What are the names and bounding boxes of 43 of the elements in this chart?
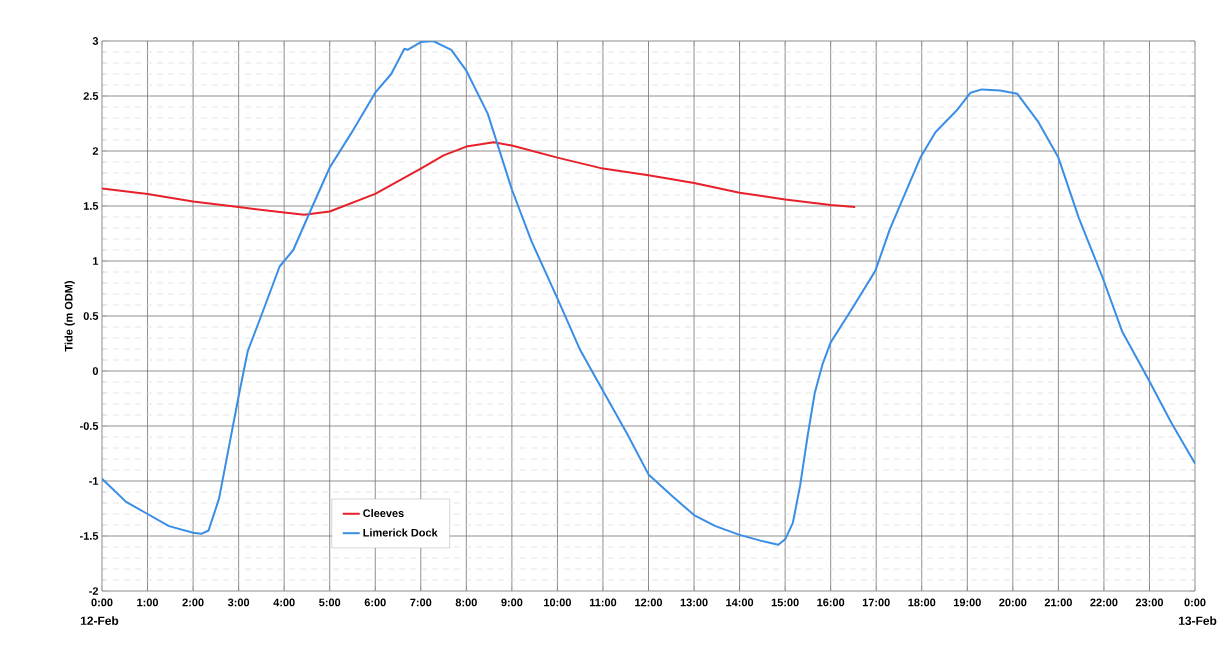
y-tick-label: 1 — [93, 257, 99, 265]
y-tick-label: 0 — [92, 367, 99, 375]
y-tick-label: 3 — [92, 37, 99, 45]
line-series — [102, 41, 1196, 546]
x-tick-label: 12:00 — [635, 598, 663, 607]
y-tick-label: 2.5 — [83, 92, 99, 100]
legend-label: Limerick Dock — [363, 528, 438, 537]
y-tick-label: -1 — [89, 477, 99, 485]
x-tick-label: 20:00 — [999, 598, 1027, 607]
x-tick-label: 0:00 — [91, 598, 113, 607]
x-tick-label: 22:00 — [1090, 598, 1118, 607]
y-tick-label: -2 — [89, 587, 99, 595]
y-tick-label: 2 — [92, 147, 99, 155]
x-tick-label: 8:00 — [455, 598, 477, 607]
x-tick-label: 9:00 — [501, 598, 523, 607]
x-tick-label: 10:00 — [544, 598, 571, 607]
x-tick-label: 14:00 — [726, 598, 754, 607]
line-series — [102, 141, 857, 216]
x-tick-label: 6:00 — [364, 598, 386, 607]
x-tick-label: 16:00 — [817, 598, 845, 607]
x-tick-label: 4:00 — [273, 598, 295, 607]
x-tick-label: 13:00 — [680, 598, 708, 607]
legend-label: Cleeves — [363, 509, 404, 518]
x-tick-label: 15:00 — [771, 598, 799, 607]
y-tick-label: -1.5 — [80, 532, 99, 540]
x-tick-label: 23:00 — [1135, 598, 1164, 607]
y-axis-title: Tide (m ODM) — [64, 281, 75, 352]
x-tick-label: 3:00 — [227, 598, 250, 607]
y-tick-label: 1.5 — [83, 202, 99, 210]
x-tick-label: 21:00 — [1044, 598, 1072, 607]
y-tick-label: 0.5 — [83, 312, 99, 320]
x-tick-label: 17:00 — [862, 598, 890, 607]
x-tick-label: 0:00 — [1184, 598, 1206, 607]
y-tick-label: -0.5 — [80, 422, 99, 430]
x-tick-label: 2:00 — [182, 598, 204, 607]
text: 12-Feb — [80, 616, 119, 625]
x-tick-label: 19:00 — [953, 598, 981, 607]
text: 13-Feb — [1179, 616, 1217, 625]
x-tick-label: 11:00 — [589, 598, 617, 607]
x-tick-label: 5:00 — [319, 598, 341, 607]
x-tick-label: 7:00 — [410, 598, 432, 607]
x-tick-label: 18:00 — [908, 598, 936, 607]
x-tick-label: 1:00 — [137, 598, 159, 607]
